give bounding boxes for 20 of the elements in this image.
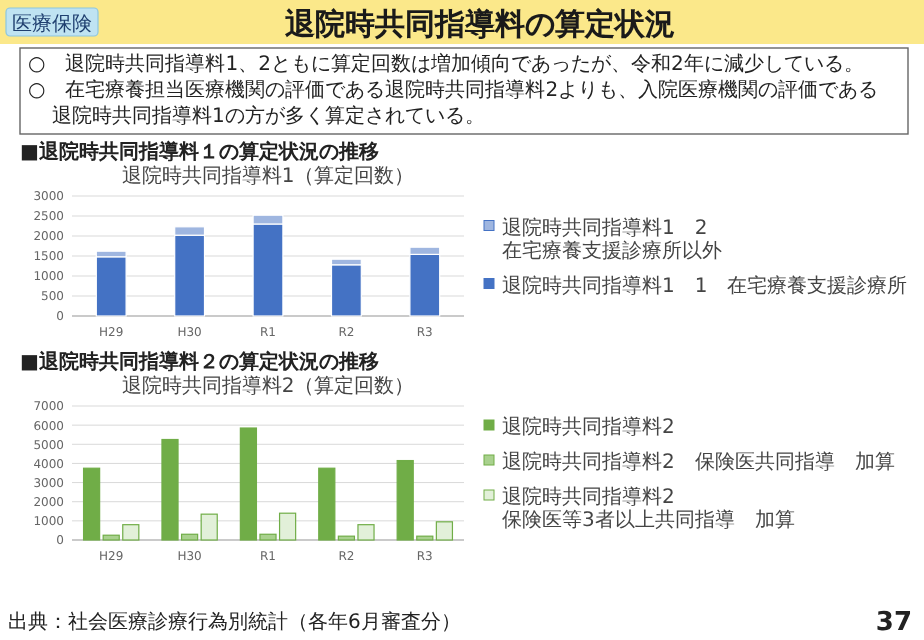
bar (409, 253, 441, 317)
text: ○ 退院時共同指導料1、2ともに算定回数は増加傾向であったが、令和2年に減少している。 (28, 52, 864, 76)
bar (174, 234, 206, 317)
text: 37 (875, 608, 912, 638)
text: 医療保険 (12, 12, 92, 36)
text: ○ 在宅療養担当医療機関の評価である退院時共同指導料2よりも、入院医療機関の評価である退院時共同指導料1の方が多く算定されている。 (28, 78, 879, 128)
legend-label: 退院時共同指導料1 2 在宅療養支援診療所以外 (502, 215, 722, 263)
text: ■退院時共同指導料２の算定状況の推移 (20, 350, 379, 374)
legend-label: 退院時共同指導料1 1 在宅療養支援診療所 (502, 273, 908, 298)
text: ■退院時共同指導料１の算定状況の推移 (20, 140, 379, 164)
bar (252, 223, 284, 317)
chart-title: 退院時共同指導料2（算定回数） (121, 374, 415, 398)
legend-label: 退院時共同指導料2 保険医共同指導 加算 (502, 450, 895, 474)
text: 退院時共同指導料の算定状況 (283, 6, 675, 42)
legend-label: 退院時共同指導料2 (502, 415, 675, 439)
legend-label: 退院時共同指導料2 保険医等3者以上共同指導 加算 (502, 485, 795, 532)
bar (330, 264, 362, 317)
chart-title: 退院時共同指導料1（算定回数） (121, 164, 415, 188)
source-note: 出典：社会医療診療行為別統計（各年6月審査分） (8, 610, 461, 634)
bar (95, 256, 127, 317)
